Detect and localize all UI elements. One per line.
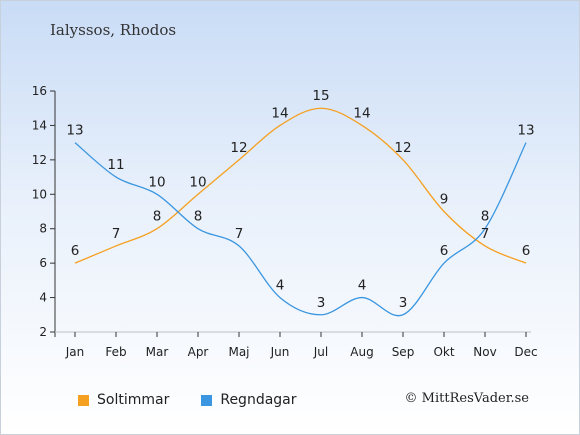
data-label-soltimmar: 6 xyxy=(71,243,80,259)
x-tick: Apr xyxy=(188,332,209,359)
data-label-soltimmar: 14 xyxy=(271,105,288,121)
x-tick-label: Apr xyxy=(188,345,209,359)
series-line-soltimmar xyxy=(74,107,527,264)
data-label-regndagar: 4 xyxy=(358,278,367,294)
x-tick: Jul xyxy=(313,332,328,359)
y-tick: 14 xyxy=(32,118,55,132)
x-tick: Jun xyxy=(270,332,290,359)
line-chart: 2 4 6 8 10 12 14 16 Jan Feb Mar Apr Maj Jun Jul Aug Sep… xyxy=(32,84,538,359)
data-label-regndagar: 6 xyxy=(440,243,449,259)
legend: Soltimmar Regndagar xyxy=(78,390,329,410)
legend-label-soltimmar: Soltimmar xyxy=(97,392,170,408)
y-tick: 10 xyxy=(32,187,55,201)
data-label-soltimmar: 6 xyxy=(522,243,531,259)
x-tick: Feb xyxy=(105,332,127,359)
x-tick-label: Dec xyxy=(514,345,537,359)
y-tick-label: 10 xyxy=(32,187,47,201)
x-tick-label: Aug xyxy=(350,345,373,359)
x-tick: Aug xyxy=(350,332,374,359)
data-label-regndagar: 3 xyxy=(317,295,326,311)
y-tick: 12 xyxy=(32,153,55,167)
x-ticks: Jan Feb Mar Apr Maj Jun Jul Aug Sep Okt Nov Dec xyxy=(65,332,538,359)
y-tick-label: 14 xyxy=(32,118,47,132)
x-tick: Nov xyxy=(473,332,497,359)
data-label-soltimmar: 7 xyxy=(112,226,121,242)
y-tick: 2 xyxy=(39,325,55,339)
x-tick-label: Maj xyxy=(228,345,249,359)
data-label-soltimmar: 12 xyxy=(230,140,247,156)
y-tick: 6 xyxy=(39,256,55,270)
series-lines xyxy=(74,107,527,317)
x-tick: Jan xyxy=(65,332,85,359)
credit-text: © MittResVader.se xyxy=(404,391,529,406)
data-label-regndagar: 8 xyxy=(194,209,203,225)
y-tick-label: 16 xyxy=(32,84,47,98)
data-label-soltimmar: 9 xyxy=(440,192,449,208)
y-tick: 4 xyxy=(39,291,55,305)
data-label-regndagar: 3 xyxy=(399,295,408,311)
chart-title: Ialyssos, Rhodos xyxy=(50,21,177,39)
data-label-regndagar: 7 xyxy=(235,226,244,242)
legend-label-regndagar: Regndagar xyxy=(220,392,297,408)
legend-swatch-soltimmar xyxy=(78,394,89,406)
x-tick-label: Feb xyxy=(105,345,126,359)
data-label-soltimmar: 14 xyxy=(353,105,370,121)
x-tick-label: Mar xyxy=(146,345,169,359)
legend-item-regndagar: Regndagar xyxy=(201,392,297,408)
y-tick: 16 xyxy=(32,84,55,98)
x-tick: Maj xyxy=(228,332,250,359)
x-tick: Dec xyxy=(514,332,538,359)
data-label-regndagar: 13 xyxy=(517,123,534,139)
x-tick-label: Okt xyxy=(433,345,454,359)
x-tick-label: Jun xyxy=(270,345,290,359)
y-tick: 8 xyxy=(39,222,55,236)
data-label-regndagar: 10 xyxy=(148,174,165,190)
legend-swatch-regndagar xyxy=(201,394,213,406)
data-label-regndagar: 8 xyxy=(481,209,490,225)
y-tick-label: 4 xyxy=(39,291,47,305)
x-tick-label: Nov xyxy=(473,345,496,359)
x-tick-label: Jan xyxy=(65,345,85,359)
x-tick: Sep xyxy=(392,332,415,359)
x-tick-label: Sep xyxy=(392,345,415,359)
data-label-regndagar: 13 xyxy=(66,123,83,139)
x-tick: Okt xyxy=(433,332,455,359)
data-label-soltimmar: 15 xyxy=(312,88,329,104)
y-tick-label: 12 xyxy=(32,153,47,167)
data-label-regndagar: 11 xyxy=(107,157,124,173)
data-label-soltimmar: 8 xyxy=(153,209,162,225)
legend-item-soltimmar: Soltimmar xyxy=(78,392,169,408)
y-tick-label: 8 xyxy=(39,222,47,236)
data-label-soltimmar: 12 xyxy=(394,140,411,156)
y-tick-label: 6 xyxy=(39,256,47,270)
data-label-soltimmar: 7 xyxy=(481,226,490,242)
y-ticks: 2 4 6 8 10 12 14 16 xyxy=(32,84,55,339)
x-tick: Mar xyxy=(146,332,169,359)
y-tick-label: 2 xyxy=(39,325,47,339)
data-label-regndagar: 4 xyxy=(276,278,285,294)
x-tick-label: Jul xyxy=(313,345,328,359)
series-line-regndagar xyxy=(74,142,527,317)
data-label-soltimmar: 10 xyxy=(189,174,206,190)
